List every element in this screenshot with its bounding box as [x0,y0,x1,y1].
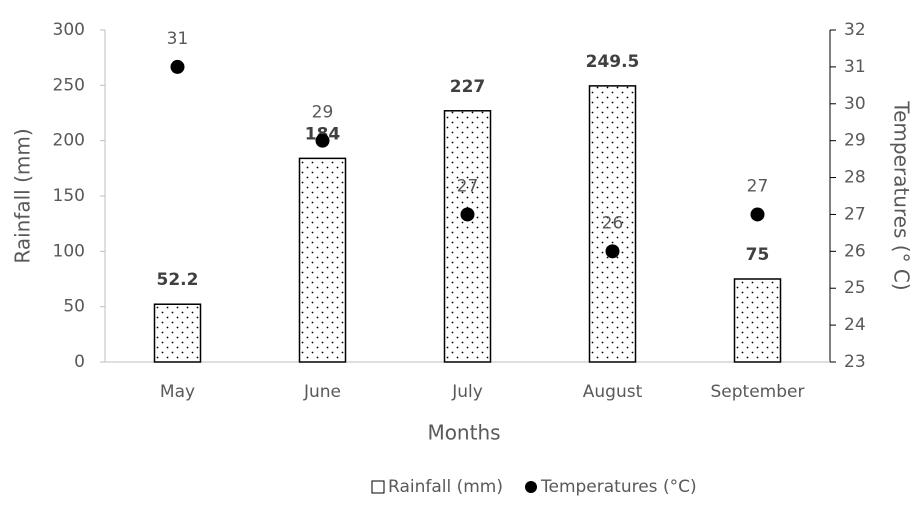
bar [588,85,637,363]
x-tick-label: May [160,382,195,402]
y2-tick-label: 28 [844,168,866,188]
y2-tick-label: 23 [844,352,866,372]
bar-value-label: 249.5 [586,52,640,72]
point-value-label: 27 [457,176,479,196]
legend-swatch [371,480,385,494]
y-tick-label: 200 [53,131,85,151]
bar [733,278,782,363]
bar-value-label: 52.2 [157,270,199,290]
point-value-label: 29 [312,103,334,123]
point [170,59,185,74]
y2-tick-label: 29 [844,131,866,151]
bar-value-label: 227 [450,77,486,97]
y2-tick-label: 24 [844,315,866,335]
x-axis-label: Months [427,421,500,445]
y2-tick-label: 25 [844,278,866,298]
y-tick-label: 0 [74,352,85,372]
y-tick-label: 100 [53,241,85,261]
x-tick-label: July [451,382,483,402]
point [750,207,765,222]
bar [153,303,202,363]
point [605,244,620,259]
bar [443,110,492,363]
y-tick-label: 150 [53,186,85,206]
y2-tick-label: 31 [844,57,866,77]
bar [298,157,347,363]
legend-label: Rainfall (mm) [388,477,503,497]
y-tick-label: 300 [53,20,85,40]
y-tick-label: 250 [53,75,85,95]
y2-tick-label: 32 [844,20,866,40]
point [315,133,330,148]
y-tick-label: 50 [63,297,85,317]
y2-tick-label: 30 [844,94,866,114]
x-tick-label: September [711,382,805,402]
legend-label: Temperatures (°C) [540,477,697,497]
point-value-label: 31 [167,29,189,49]
point [460,207,475,222]
y2-tick-label: 27 [844,204,866,224]
y-axis-label: Rainfall (mm) [11,128,35,263]
y2-axis-label: Temperatures (° C) [890,100,914,290]
point-value-label: 26 [602,213,624,233]
point-value-label: 27 [747,176,769,196]
x-tick-label: June [303,382,341,402]
legend-swatch [525,481,537,493]
x-tick-label: August [583,382,643,402]
bar-value-label: 75 [746,245,770,265]
y2-tick-label: 26 [844,241,866,261]
